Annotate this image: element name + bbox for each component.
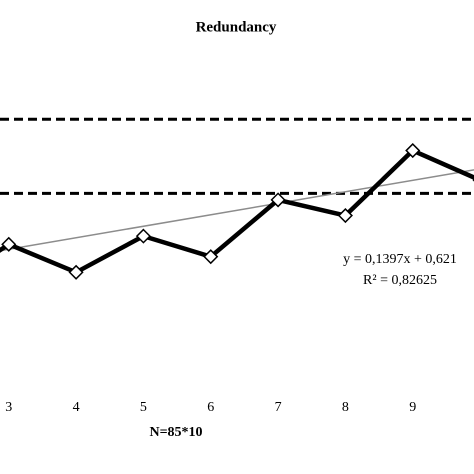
data-point [135,228,151,244]
x-axis-label: N=85*10 [149,425,202,440]
data-point [337,207,353,224]
data-point [203,249,219,265]
data-point [1,236,17,252]
x-tick-label: 8 [342,400,349,415]
x-tick-label: 9 [409,400,416,415]
x-tick-label: 4 [73,400,80,415]
x-tick-label: 7 [275,400,282,415]
x-tick-label: 6 [207,400,214,415]
data-point [68,264,84,280]
chart-title: Redundancy [196,19,277,35]
trendline-equation: y = 0,1397x + 0,621 [343,252,457,267]
data-line [0,148,474,275]
x-tick-label: 5 [140,400,147,415]
data-point [270,192,286,208]
x-tick-label: 3 [5,400,12,415]
trendline-r-squared: R² = 0,82625 [363,273,437,288]
trendline [0,169,474,252]
plot-area [0,117,474,280]
data-point [405,142,421,159]
